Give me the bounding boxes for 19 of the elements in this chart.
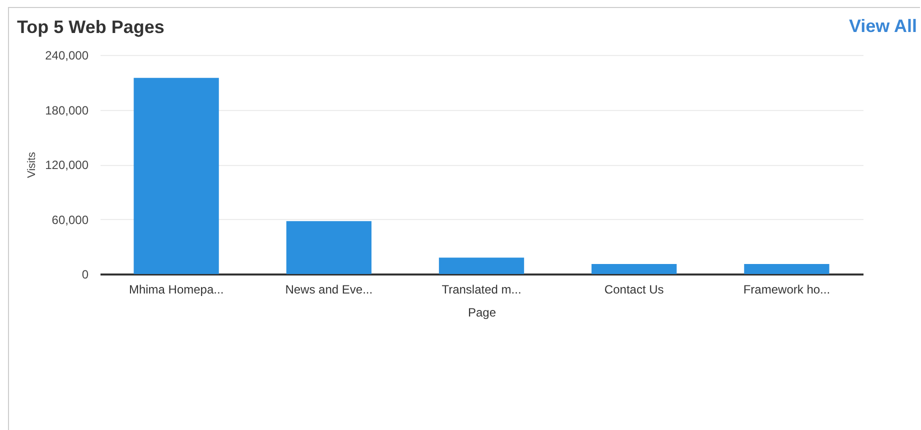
- y-tick-label: 240,000: [45, 48, 89, 62]
- x-tick-label: Translated m...: [442, 282, 522, 296]
- y-tick-label: 120,000: [45, 158, 89, 172]
- x-tick-label: Contact Us: [604, 282, 664, 296]
- bar: [134, 78, 219, 274]
- y-axis-title: Visits: [26, 151, 38, 178]
- x-tick-label: Mhima Homepa...: [128, 282, 224, 296]
- bar: [286, 221, 372, 274]
- text: View All: [848, 16, 917, 37]
- x-tick-label: News and Eve...: [285, 282, 373, 296]
- y-tick-label: 60,000: [52, 212, 89, 227]
- chart-title: Top 5 Web Pages: [17, 17, 164, 38]
- x-axis-title: Page: [468, 306, 496, 320]
- x-tick-label: Framework ho...: [743, 282, 830, 296]
- bar: [438, 258, 524, 274]
- bar: [592, 264, 677, 274]
- y-tick-label: 180,000: [45, 103, 89, 118]
- bar: [744, 264, 830, 274]
- y-tick-label: 0: [82, 268, 89, 282]
